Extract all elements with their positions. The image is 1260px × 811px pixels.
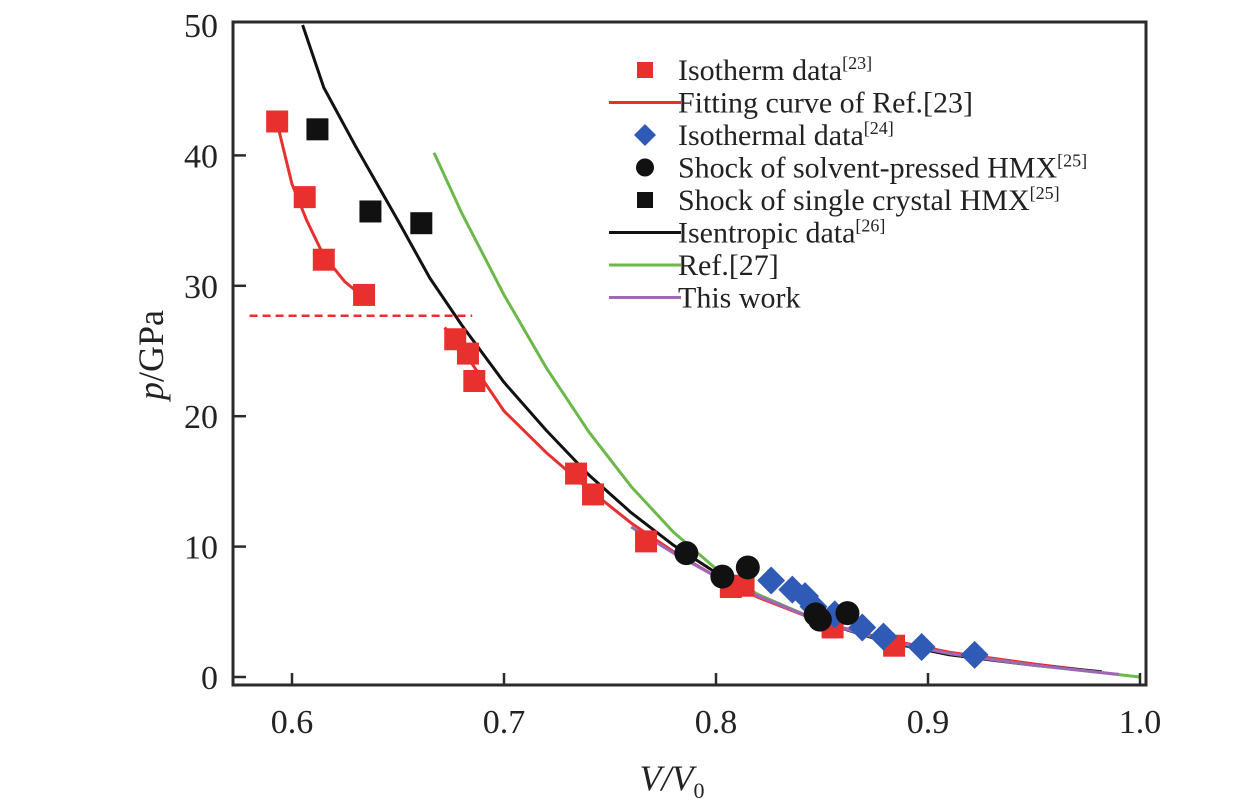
legend-label: Ref.[27]: [678, 249, 779, 282]
series-line-fitting-curve-of-ref-23: [277, 131, 366, 299]
legend-swatch-circle: [636, 158, 654, 177]
data-point-isotherm-data: [635, 530, 658, 553]
x-tick-label: 1.0: [1119, 704, 1162, 741]
y-tick-label: 30: [184, 269, 218, 306]
legend-label: Isotherm data[23]: [678, 53, 872, 87]
x-axis-title: V/V0: [640, 758, 705, 803]
legend: Isotherm data[23]Fitting curve of Ref.[2…: [609, 53, 1087, 315]
data-point-isothermal-data: [907, 633, 936, 662]
data-point-isothermal-data: [869, 622, 898, 651]
data-point-isothermal-data: [960, 640, 989, 669]
legend-item: Shock of single crystal HMX[25]: [637, 183, 1060, 217]
legend-swatch-square: [637, 62, 653, 78]
legend-label: This work: [678, 282, 801, 315]
legend-label: Fitting curve of Ref.[23]: [678, 87, 973, 120]
legend-label: Shock of solvent-pressed HMX[25]: [678, 151, 1087, 185]
x-tick-label: 0.6: [271, 704, 314, 741]
legend-label-ref: [24]: [864, 118, 894, 138]
data-point-shock-of-solvent-pressed-hmx: [735, 555, 760, 580]
x-tick-label: 0.8: [695, 704, 738, 741]
legend-label-text: Shock of solvent-pressed HMX: [678, 152, 1057, 185]
legend-label-text: Ref.[27]: [678, 249, 779, 282]
legend-item: Isentropic data[26]: [609, 216, 885, 250]
legend-label-text: Isotherm data: [678, 54, 842, 87]
data-point-isotherm-data: [312, 248, 335, 271]
data-point-isotherm-data: [456, 342, 479, 365]
y-tick-label: 0: [201, 660, 218, 697]
y-tick-label: 10: [184, 530, 218, 567]
legend-label-text: Fitting curve of Ref.[23]: [678, 87, 973, 120]
legend-item: This work: [609, 282, 801, 315]
x-axis: 0.6 0.7 0.8 0.9 1.0: [271, 673, 1162, 741]
y-axis: 0 10 20 30 40 50: [184, 8, 246, 697]
data-point-shock-of-single-crystal-hmx: [359, 200, 382, 223]
legend-label-ref: [26]: [855, 216, 885, 236]
x-axis-title-sub: 0: [693, 778, 704, 803]
x-tick-label: 0.7: [483, 704, 526, 741]
legend-item: Fitting curve of Ref.[23]: [609, 87, 973, 120]
plot-markers: [266, 110, 989, 669]
legend-item: Isothermal data[24]: [634, 118, 894, 152]
data-point-isotherm-data: [463, 369, 486, 392]
data-point-isotherm-data: [565, 462, 588, 485]
legend-label-text: Isothermal data: [678, 119, 864, 152]
data-point-isotherm-data: [266, 110, 289, 133]
y-tick-label: 50: [184, 8, 218, 45]
data-point-isotherm-data: [293, 186, 316, 209]
y-axis-title: p/GPa: [131, 310, 171, 403]
legend-swatch-square: [637, 192, 653, 208]
data-point-shock-of-solvent-pressed-hmx: [674, 541, 699, 566]
y-axis-title-rest: /GPa: [131, 310, 171, 382]
series-line-fitting-curve-of-ref-23: [443, 326, 1098, 674]
legend-label-ref: [23]: [842, 53, 872, 73]
data-point-isotherm-data: [732, 574, 755, 597]
legend-label-text: Isentropic data: [678, 217, 855, 250]
legend-label-ref: [25]: [1030, 183, 1060, 203]
legend-label: Shock of single crystal HMX[25]: [678, 183, 1060, 217]
series-line-this-work: [630, 525, 1119, 676]
legend-label: Isothermal data[24]: [678, 118, 894, 152]
data-point-isothermal-data: [757, 566, 786, 595]
legend-item: Ref.[27]: [609, 249, 779, 282]
y-axis-title-italic: p: [131, 382, 171, 403]
x-tick-label: 0.9: [907, 704, 950, 741]
data-point-shock-of-single-crystal-hmx: [306, 118, 329, 141]
legend-label: Isentropic data[26]: [678, 216, 885, 250]
legend-label-text: Shock of single crystal HMX: [678, 184, 1030, 217]
x-axis-title-main: V/V: [640, 758, 698, 798]
y-tick-label: 40: [184, 138, 218, 175]
legend-item: Isotherm data[23]: [637, 53, 872, 87]
legend-label-text: This work: [678, 282, 801, 315]
legend-swatch-diamond: [634, 124, 656, 146]
legend-item: Shock of solvent-pressed HMX[25]: [636, 151, 1087, 185]
plot-frame: [231, 20, 1148, 687]
data-point-shock-of-solvent-pressed-hmx: [710, 564, 735, 589]
data-point-shock-of-solvent-pressed-hmx: [807, 607, 832, 632]
legend-label-ref: [25]: [1057, 151, 1087, 171]
data-point-shock-of-solvent-pressed-hmx: [835, 601, 860, 626]
y-tick-label: 20: [184, 399, 218, 436]
data-point-shock-of-single-crystal-hmx: [410, 212, 433, 235]
data-point-isotherm-data: [353, 283, 376, 306]
data-point-isotherm-data: [582, 483, 605, 506]
